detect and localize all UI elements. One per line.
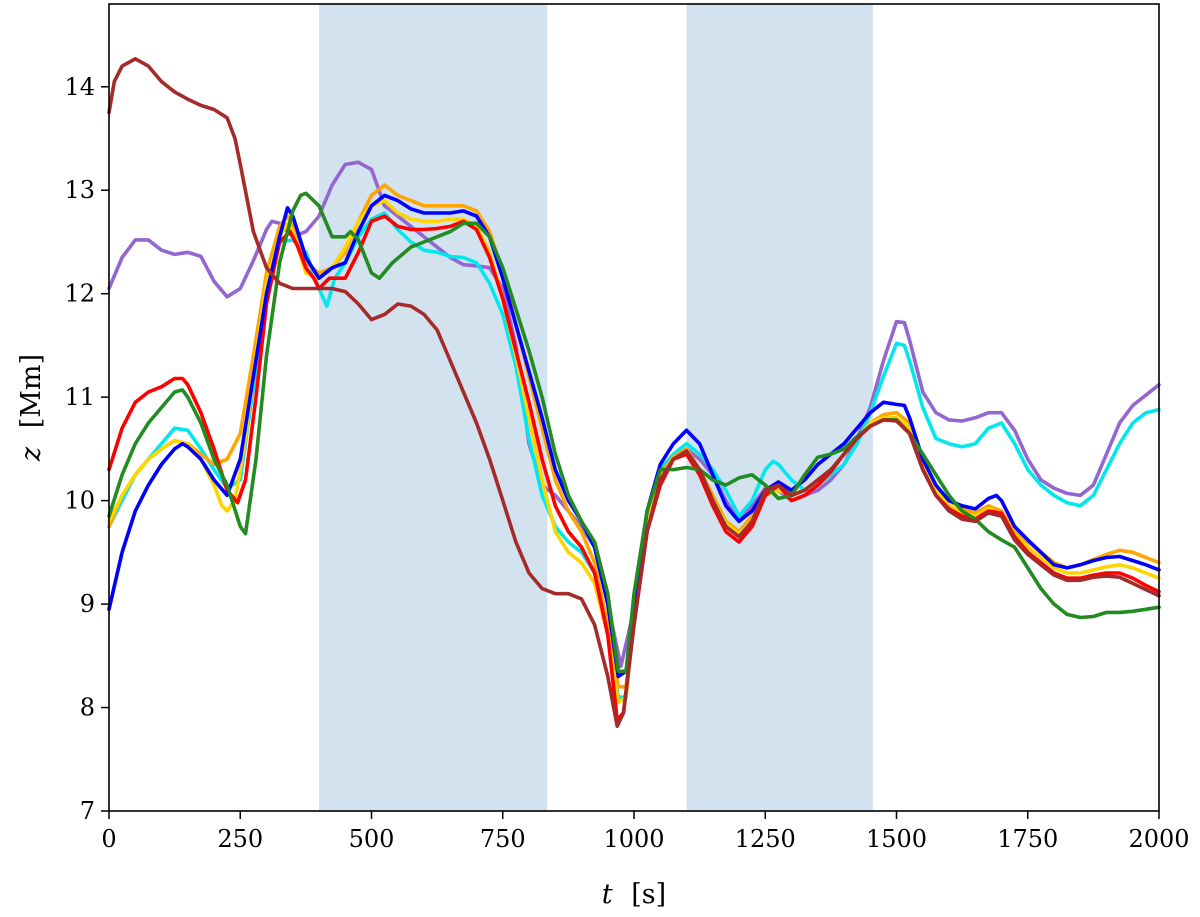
x-tick-label: 500 — [349, 825, 395, 853]
series-line-7 — [107, 191, 1161, 674]
x-tick-label: 750 — [480, 825, 526, 853]
shaded-region-1 — [319, 4, 548, 811]
y-tick-label: 12 — [64, 280, 95, 308]
x-tick-label: 1500 — [866, 825, 927, 853]
series-line-8 — [107, 56, 1161, 729]
y-tick-label: 10 — [64, 487, 95, 515]
x-tick-label: 2000 — [1128, 825, 1189, 853]
x-tick-label: 0 — [101, 825, 116, 853]
x-tick-label: 1750 — [997, 825, 1058, 853]
plot-frame — [108, 3, 1160, 812]
x-tick-label: 1250 — [735, 825, 796, 853]
y-tick-label: 14 — [64, 73, 95, 101]
y-axis-variable: z — [16, 446, 47, 462]
y-tick-label: 9 — [80, 590, 95, 618]
x-axis-ticks: 0 250 500 750 1000 1250 1500 1750 2000 — [101, 811, 1190, 853]
x-tick-label: 1000 — [603, 825, 664, 853]
shaded-regions — [319, 4, 873, 811]
y-tick-label: 13 — [64, 176, 95, 204]
y-tick-label: 7 — [80, 797, 95, 825]
x-axis-variable: t — [602, 879, 613, 910]
shaded-region-2 — [686, 4, 873, 811]
series-line-4 — [107, 198, 1161, 705]
x-axis-label: t [s] — [602, 879, 666, 910]
y-axis-unit: [Mm] — [16, 354, 47, 428]
y-tick-label: 8 — [80, 694, 95, 722]
y-axis-label: z [Mm] — [16, 354, 47, 462]
x-tick-label: 250 — [217, 825, 263, 853]
series-lines — [107, 56, 1161, 729]
y-axis-ticks: 7 8 9 10 11 12 13 14 — [64, 73, 109, 825]
x-axis-unit: [s] — [631, 879, 666, 910]
y-tick-label: 11 — [64, 383, 95, 411]
